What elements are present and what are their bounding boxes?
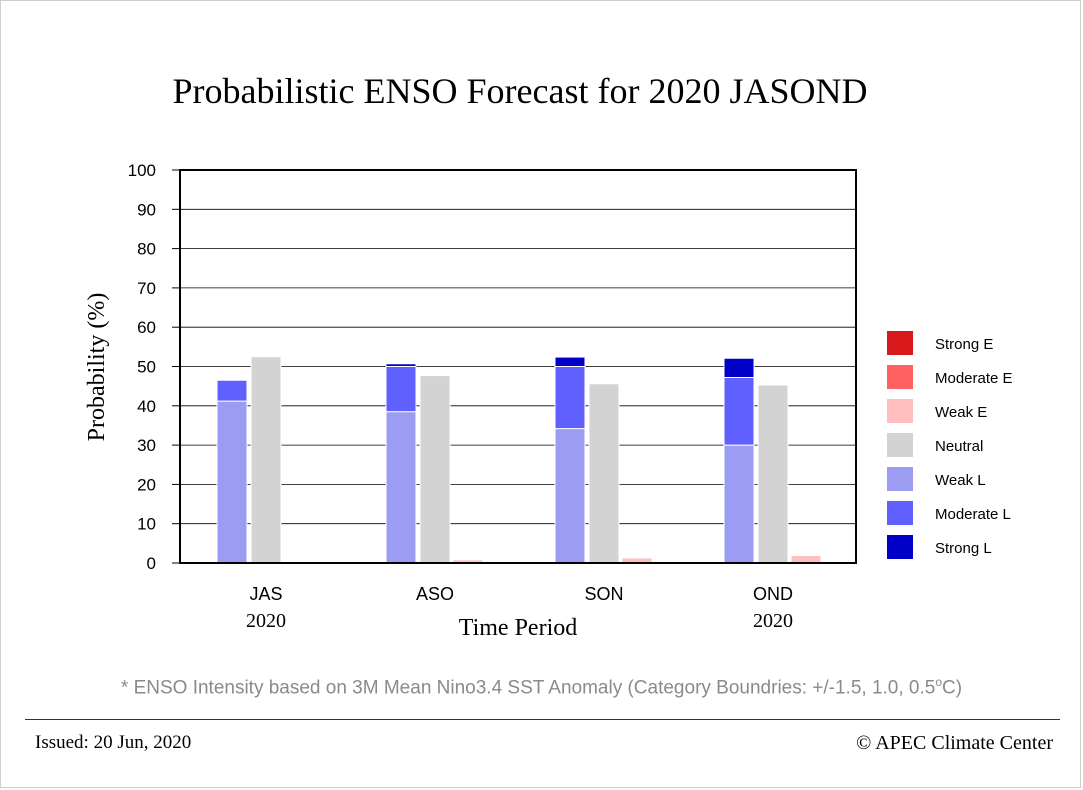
footnote-degree: o [935, 675, 943, 689]
legend-swatch [887, 535, 913, 559]
y-tick-label: 70 [137, 279, 156, 298]
legend-label: Strong L [935, 540, 992, 557]
x-category-label: JAS [249, 584, 282, 604]
bar-moderate-l [723, 377, 755, 446]
x-axis-title: Time Period [459, 615, 577, 641]
y-axis-title: Probability (%) [84, 293, 110, 442]
plot-border [179, 169, 857, 564]
credit-line: © APEC Climate Center [856, 732, 1053, 754]
legend-swatch [887, 399, 913, 423]
bar-neutral [588, 383, 620, 564]
legend-label: Strong E [935, 336, 993, 353]
bar-neutral [250, 356, 282, 564]
bar-moderate-l [385, 366, 417, 413]
chart: 0 10 20 30 40 50 60 70 80 90 100 JAS 2020 ASO SON OND 20… [84, 161, 1013, 641]
y-tick-label: 30 [137, 436, 156, 455]
y-tick-label: 40 [137, 397, 156, 416]
legend-swatch [887, 331, 913, 355]
legend-swatch [887, 433, 913, 457]
y-tick-label: 60 [137, 318, 156, 337]
footnote-text: * ENSO Intensity based on 3M Mean Nino3.… [120, 677, 936, 699]
x-category-label: SON [584, 584, 623, 604]
legend-label: Weak L [935, 472, 986, 489]
bar-strong-l [385, 363, 417, 367]
bar-moderate-l [554, 366, 586, 430]
legend-label: Neutral [935, 438, 983, 455]
legend-label: Moderate E [935, 370, 1013, 387]
y-tick-label: 80 [137, 240, 156, 259]
legend-swatch [887, 365, 913, 389]
y-tick-label: 50 [137, 358, 156, 377]
issued-date: Issued: 20 Jun, 2020 [35, 732, 192, 753]
bar-weak-l [554, 428, 586, 564]
y-tick-label: 90 [137, 200, 156, 219]
y-tick-label: 0 [147, 554, 156, 573]
bar-weak-e [790, 555, 822, 564]
x-category-label: OND [753, 584, 793, 604]
x-category-label: ASO [416, 584, 454, 604]
bar-strong-l [554, 356, 586, 367]
footnote-unit: C) [942, 677, 963, 699]
legend-label: Weak E [935, 404, 987, 421]
legend-swatch [887, 501, 913, 525]
bar-neutral [419, 375, 451, 564]
bar-strong-l [723, 357, 755, 379]
x-year-label: 2020 [246, 610, 286, 632]
bar-weak-l [216, 400, 248, 564]
bar-moderate-l [216, 379, 248, 402]
x-year-label: 2020 [753, 610, 793, 632]
y-tick-label: 100 [128, 161, 156, 180]
y-tick-label: 10 [137, 515, 156, 534]
chart-title: Probabilistic ENSO Forecast for 2020 JAS… [172, 71, 868, 111]
bar-neutral [757, 384, 789, 564]
footnote: * ENSO Intensity based on 3M Mean Nino3.… [0, 675, 1083, 699]
y-tick-label: 20 [137, 475, 156, 494]
footer-divider [25, 719, 1060, 720]
legend-swatch [887, 467, 913, 491]
bar-weak-l [385, 411, 417, 564]
bar-weak-l [723, 444, 755, 564]
legend-label: Moderate L [935, 506, 1011, 523]
